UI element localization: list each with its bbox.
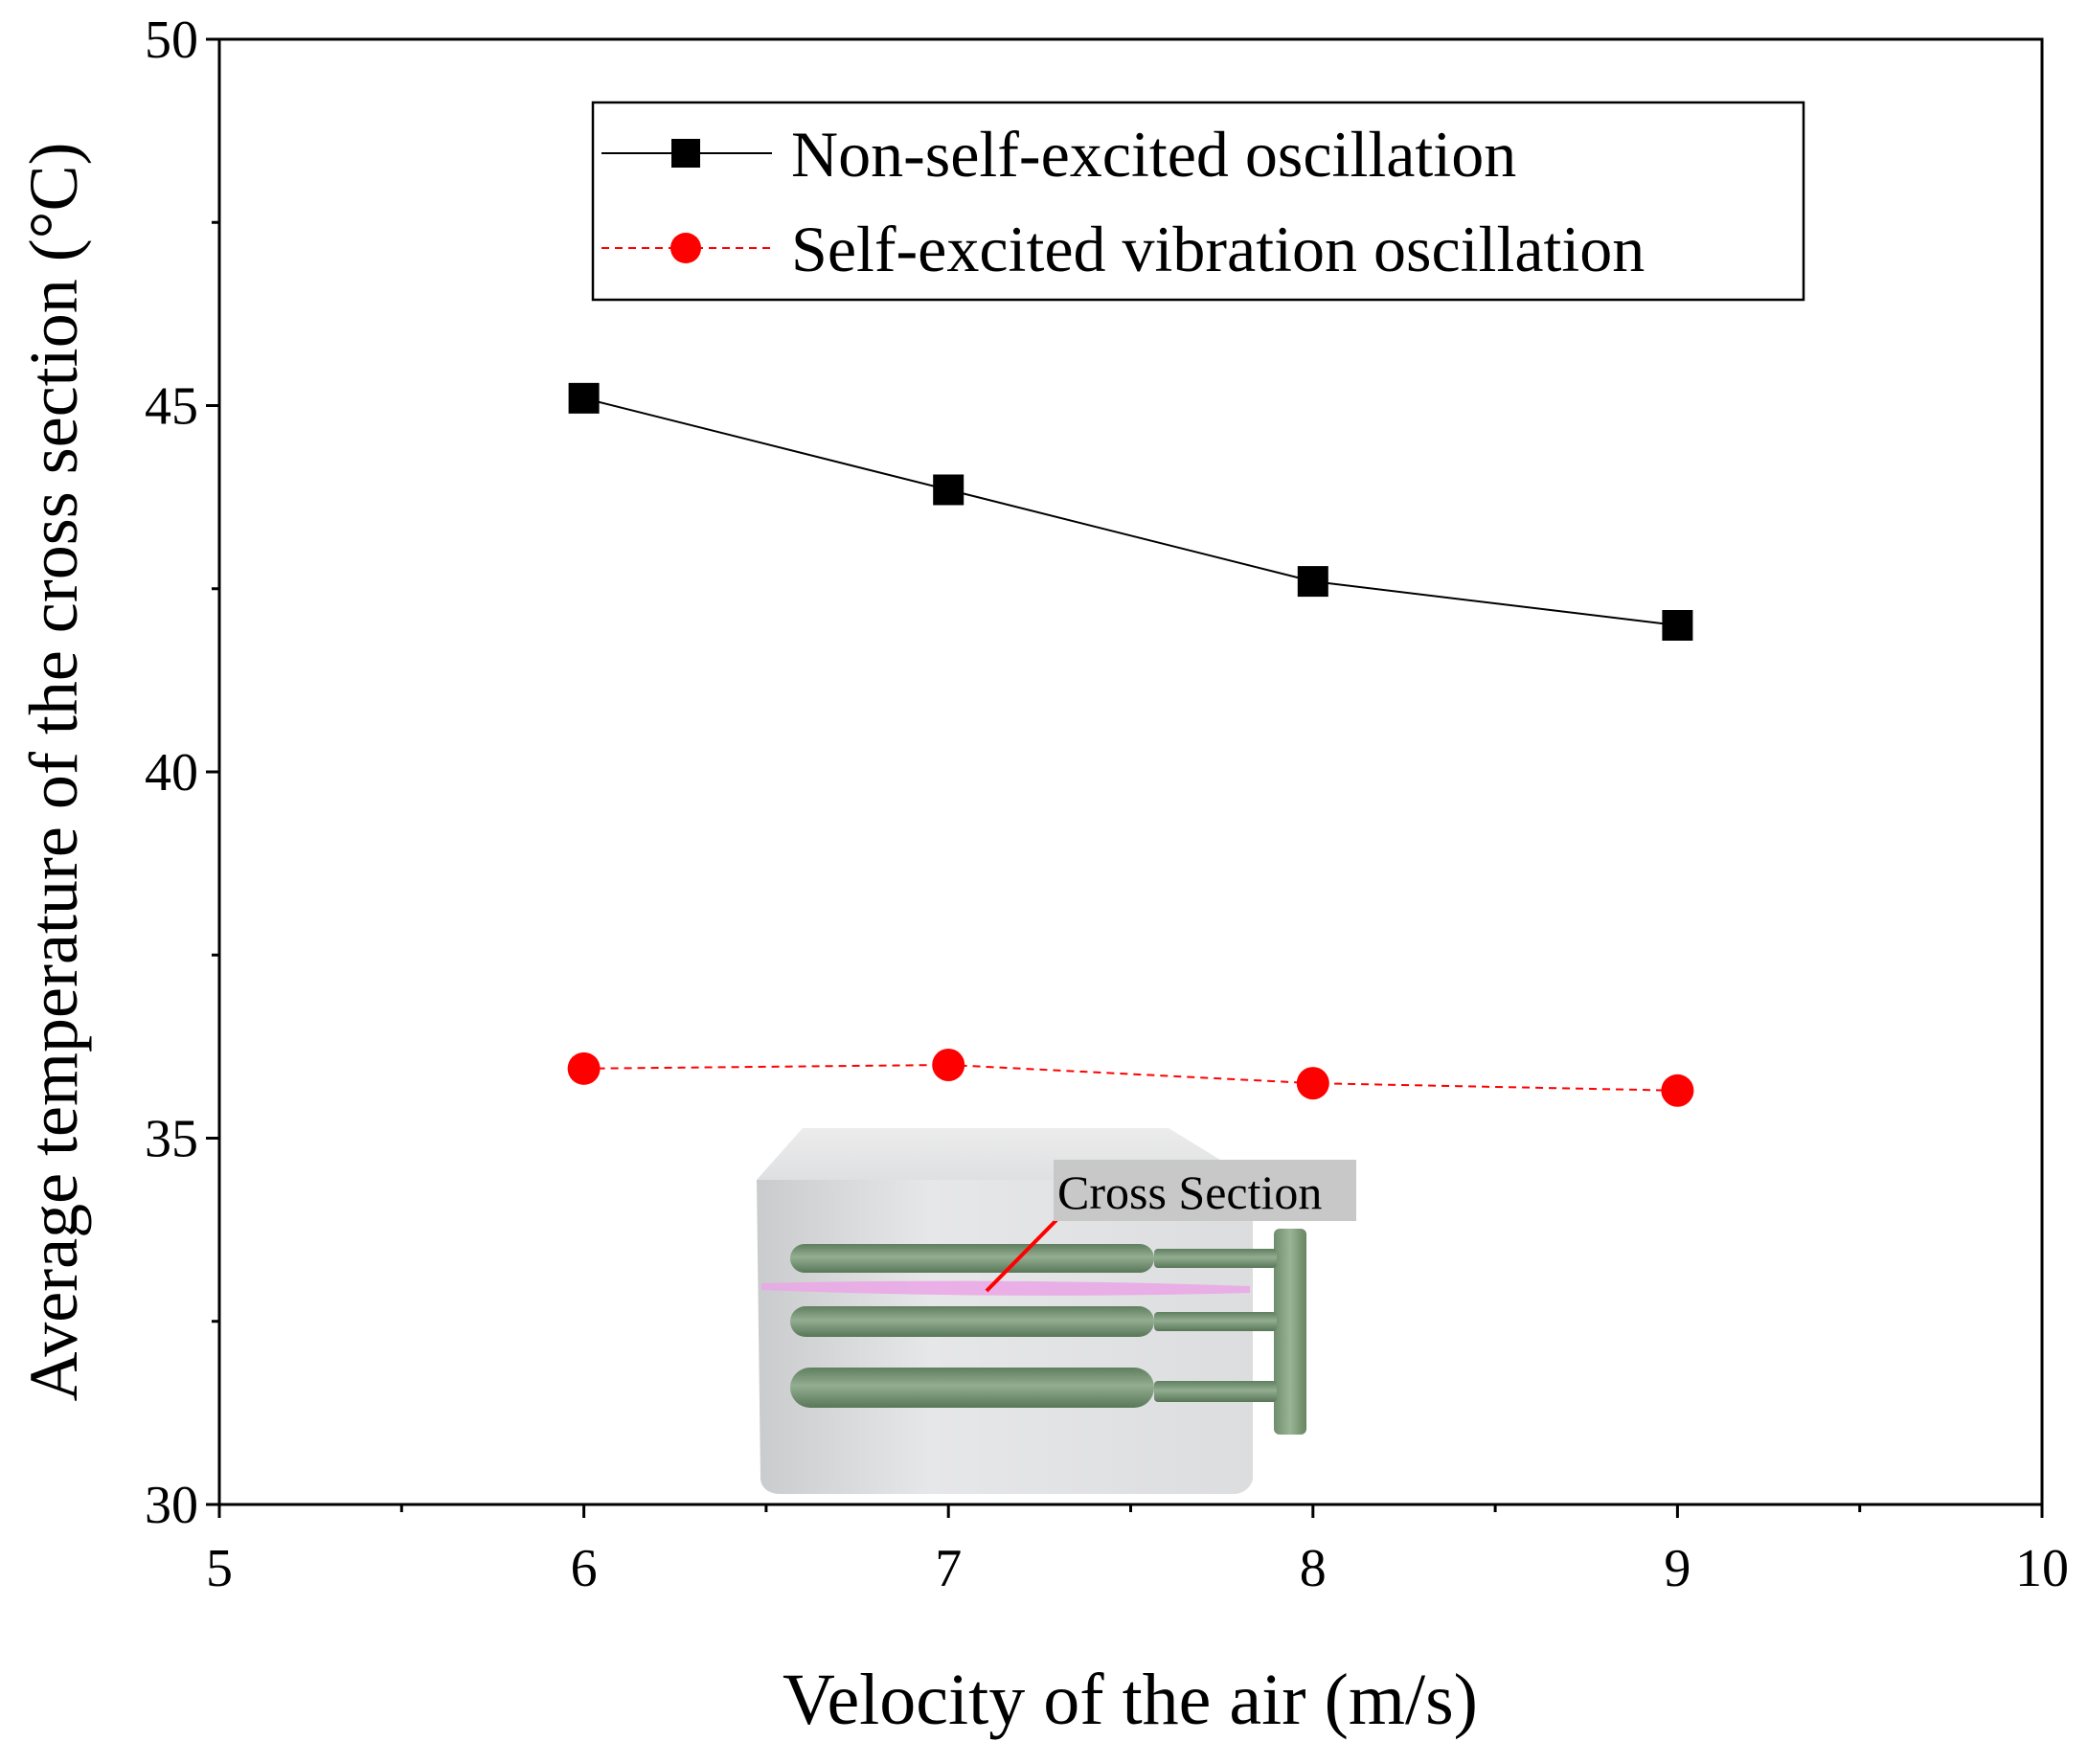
- legend-label-non-self-excited: Non-self-excited oscillation: [791, 118, 1516, 191]
- x-tick-label: 10: [2015, 1539, 2069, 1598]
- series-line: [583, 396, 1678, 626]
- y-tick-label: 40: [145, 743, 198, 803]
- y-tick-label: 45: [145, 377, 198, 437]
- legend-marker-square: [671, 139, 700, 168]
- x-axis-label: Velocity of the air (m/s): [783, 1660, 1478, 1740]
- y-axis-label: Average temperature of the cross section…: [15, 143, 92, 1402]
- coil-connector: [1154, 1249, 1277, 1268]
- data-point: [1296, 1067, 1329, 1100]
- x-tick-label: 5: [206, 1539, 233, 1598]
- y-tick-label: 35: [145, 1110, 198, 1169]
- y-tick-label: 50: [145, 11, 198, 70]
- y-tick-label: 30: [145, 1476, 198, 1535]
- coil-connector: [1154, 1381, 1277, 1402]
- series-layer: [567, 382, 1694, 1107]
- data-point: [1662, 610, 1693, 641]
- x-tick-label: 9: [1664, 1539, 1691, 1598]
- inset-illustration: Cross Section: [757, 1128, 1356, 1494]
- coil-pipe: [790, 1306, 1154, 1337]
- annotation-cross-section: Cross Section: [1057, 1165, 1322, 1219]
- data-point: [568, 382, 600, 414]
- annotation-leader-line: [985, 1218, 1058, 1293]
- legend: Non-self-excited oscillation Self-excite…: [591, 101, 1805, 302]
- x-tick-label: 8: [1300, 1539, 1327, 1598]
- legend-label-self-excited: Self-excited vibration oscillation: [791, 213, 1645, 285]
- header-pipe: [1274, 1229, 1306, 1435]
- cross-section-plane: [761, 1280, 1250, 1296]
- series-non-self-excited: [568, 382, 1693, 641]
- coil-connector: [1154, 1312, 1277, 1331]
- x-tick-label: 6: [571, 1539, 598, 1598]
- coil-pipe: [790, 1244, 1154, 1273]
- legend-box: [591, 101, 1805, 302]
- legend-marker-circle: [670, 233, 701, 263]
- coil-pipe: [790, 1368, 1154, 1408]
- series-self-excited: [567, 1049, 1694, 1107]
- series-line: [583, 1063, 1678, 1092]
- data-point: [933, 474, 965, 506]
- data-point: [1661, 1074, 1694, 1107]
- annotation-label-bg: [1054, 1160, 1356, 1221]
- data-point: [932, 1049, 965, 1081]
- x-tick-label: 7: [935, 1539, 962, 1598]
- y-axis: 30 35 40 45 50: [145, 11, 219, 1535]
- x-axis: 5 6 7 8 9 10: [206, 1504, 2069, 1598]
- data-point: [1297, 566, 1328, 598]
- data-point: [567, 1052, 601, 1085]
